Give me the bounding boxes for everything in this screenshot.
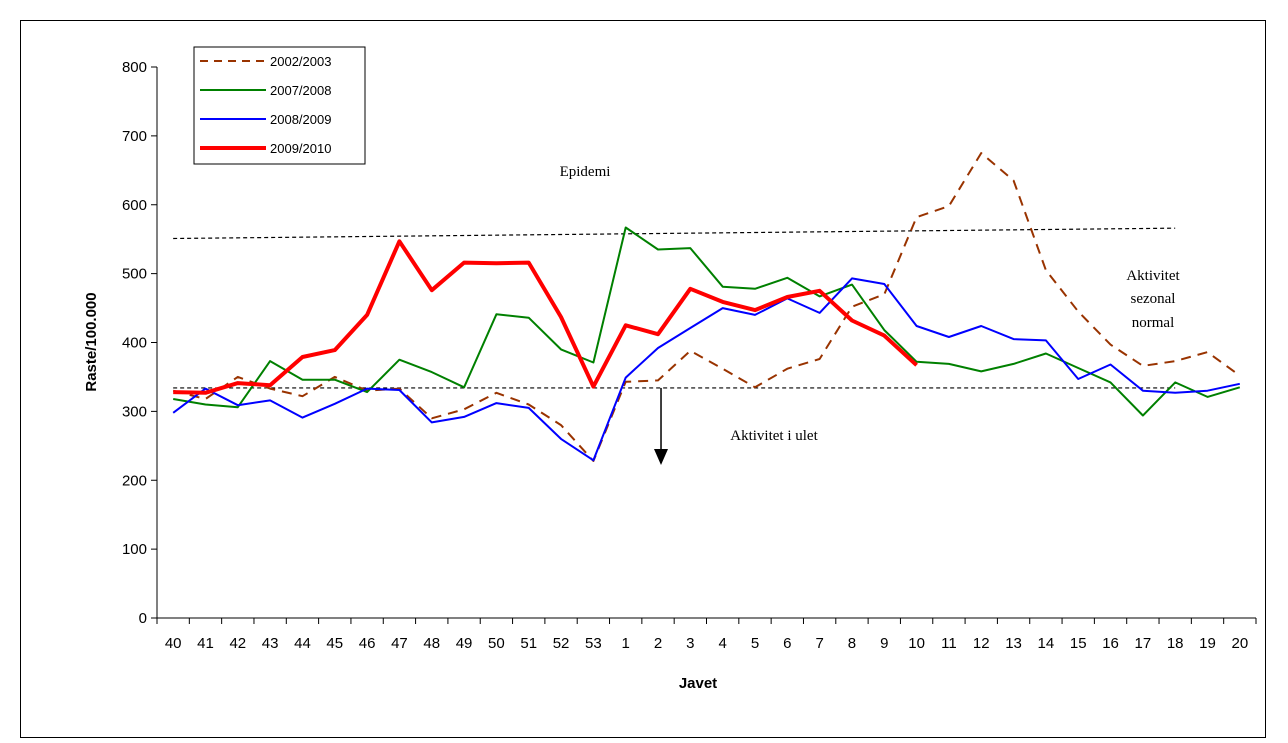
chart-frame bbox=[20, 20, 1266, 738]
y-tick-label: 200 bbox=[122, 472, 147, 489]
y-tick-label: 500 bbox=[122, 266, 147, 283]
x-tick-label: 14 bbox=[1038, 635, 1055, 652]
x-tick-label: 8 bbox=[848, 635, 856, 652]
x-tick-label: 52 bbox=[553, 635, 570, 652]
x-tick-label: 51 bbox=[520, 635, 537, 652]
x-tick-label: 5 bbox=[751, 635, 759, 652]
x-tick-label: 17 bbox=[1135, 635, 1152, 652]
series-line-2009-2010 bbox=[173, 239, 918, 395]
x-tick-label: 7 bbox=[815, 635, 823, 652]
y-tick-label: 700 bbox=[122, 128, 147, 145]
low-activity-label: Aktivitet i ulet bbox=[730, 428, 818, 444]
threshold-line-epidemic bbox=[173, 227, 1176, 240]
legend: 2002/2003 2007/2008 2008/2009 2009/2010 bbox=[193, 46, 366, 165]
y-tick-label: 600 bbox=[122, 197, 147, 214]
x-tick-label: 6 bbox=[783, 635, 791, 652]
x-tick-label: 1 bbox=[622, 635, 630, 652]
x-tick-label: 44 bbox=[294, 635, 311, 652]
legend-label: 2009/2010 bbox=[270, 141, 331, 156]
legend-label: 2008/2009 bbox=[270, 112, 331, 127]
x-tick-label: 2 bbox=[654, 635, 662, 652]
x-tick-label: 3 bbox=[686, 635, 694, 652]
x-tick-label: 18 bbox=[1167, 635, 1184, 652]
x-tick-label: 41 bbox=[197, 635, 214, 652]
y-axis-title: Raste/100.000 bbox=[83, 292, 100, 391]
x-tick-label: 11 bbox=[941, 635, 957, 652]
x-tick-label: 47 bbox=[391, 635, 408, 652]
x-tick-label: 9 bbox=[880, 635, 888, 652]
x-tick-label: 15 bbox=[1070, 635, 1087, 652]
epidemi-label: Epidemi bbox=[560, 164, 611, 180]
x-tick-label: 13 bbox=[1005, 635, 1022, 652]
down-arrow bbox=[654, 387, 669, 466]
seasonal-label-line3: normal bbox=[1132, 315, 1175, 331]
x-tick-label: 46 bbox=[359, 635, 376, 652]
x-tick-label: 53 bbox=[585, 635, 602, 652]
series-line-2002-2003 bbox=[172, 152, 1241, 462]
threshold-lines bbox=[173, 227, 1176, 389]
arrow-head bbox=[654, 449, 669, 466]
x-tick-label: 42 bbox=[229, 635, 246, 652]
x-tick-label: 48 bbox=[423, 635, 440, 652]
x-tick-label: 50 bbox=[488, 635, 505, 652]
x-tick-label: 45 bbox=[326, 635, 343, 652]
x-tick-label: 40 bbox=[165, 635, 182, 652]
x-tick-label: 20 bbox=[1231, 635, 1248, 652]
y-tick-label: 0 bbox=[139, 610, 147, 627]
seasonal-label-line1: Aktivitet bbox=[1126, 268, 1180, 284]
series-line-2008-2009 bbox=[172, 277, 1241, 462]
x-tick-label: 4 bbox=[718, 635, 726, 652]
legend-label: 2007/2008 bbox=[270, 83, 331, 98]
y-tick-label: 800 bbox=[122, 59, 147, 76]
series-lines bbox=[172, 152, 1241, 462]
x-axis-title: Javet bbox=[679, 675, 717, 692]
x-tick-label: 12 bbox=[973, 635, 990, 652]
series-line-2007-2008 bbox=[173, 226, 1241, 417]
x-tick-label: 43 bbox=[262, 635, 279, 652]
legend-box bbox=[193, 46, 366, 165]
seasonal-label-line2: sezonal bbox=[1131, 291, 1176, 307]
x-tick-label: 16 bbox=[1102, 635, 1119, 652]
legend-label: 2002/2003 bbox=[270, 54, 331, 69]
y-tick-label: 100 bbox=[122, 541, 147, 558]
x-tick-label: 10 bbox=[908, 635, 925, 652]
y-tick-label: 300 bbox=[122, 403, 147, 420]
x-tick-label: 19 bbox=[1199, 635, 1216, 652]
x-tick-label: 49 bbox=[456, 635, 473, 652]
y-tick-label: 400 bbox=[122, 335, 147, 352]
